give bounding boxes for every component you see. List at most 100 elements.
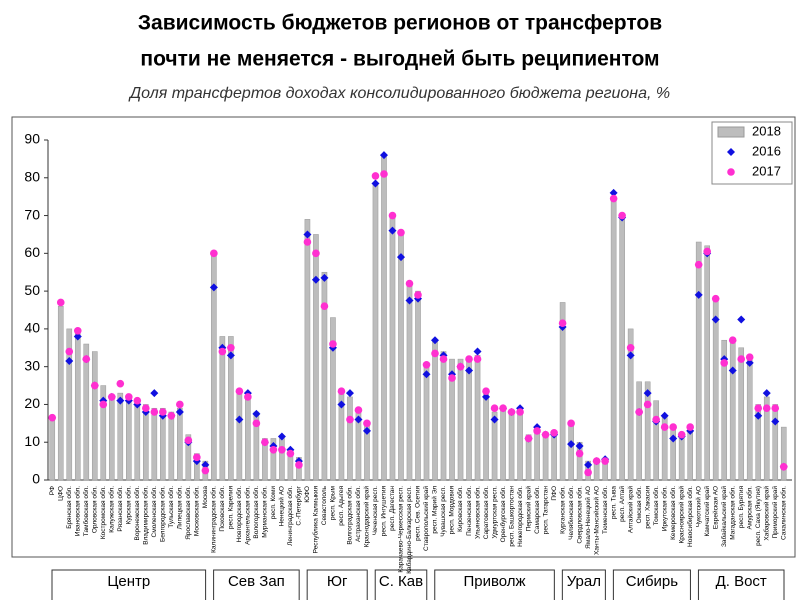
marker-2017 (473, 355, 482, 363)
group-label: Урал (567, 573, 601, 590)
marker-2016 (482, 392, 491, 401)
x-tick-label: Ненецкий АО (278, 486, 286, 526)
group-label: Центр (107, 573, 150, 590)
marker-2017 (771, 404, 780, 413)
x-tick-label: ЦФО (57, 486, 64, 501)
bar (432, 339, 438, 481)
x-tick-label: респ. Карелия (228, 486, 235, 529)
bar (236, 389, 243, 481)
bar (440, 351, 447, 481)
x-tick-label: Архангельская обл. (244, 486, 252, 545)
x-tick-label: Приморский край (771, 486, 779, 539)
bar (168, 411, 175, 481)
y-tick-label: 90 (24, 131, 40, 147)
bar (57, 305, 64, 481)
marker-2017 (167, 411, 176, 420)
marker-2017 (465, 355, 473, 363)
x-tick-label: РФ (49, 486, 56, 495)
marker-2016 (754, 411, 763, 420)
x-tick-label: Курская обл. (125, 486, 133, 525)
plot-frame (11, 116, 796, 558)
bar (695, 241, 702, 481)
x-tick-label: Кемеровская обл. (669, 486, 677, 540)
marker-2017 (558, 319, 567, 328)
x-tick-label: Тамбовская обл. (82, 486, 90, 536)
x-tick-label: Ханты-Мансийский АО (592, 486, 600, 555)
x-tick-label: респ. Тыва (610, 486, 617, 519)
x-tick-label: Нижегородская обл. (516, 486, 524, 547)
x-tick-label: респ. Мордовия (449, 486, 456, 535)
x-tick-label: Свердловская обл. (575, 486, 583, 544)
bar (381, 154, 387, 481)
marker-2017 (159, 408, 167, 416)
marker-2017 (754, 404, 763, 413)
group-label: С. Кав (379, 573, 423, 590)
marker-2016 (567, 440, 576, 449)
x-tick-label: Красноярский край (677, 486, 685, 544)
marker-2017 (499, 404, 507, 413)
bar (321, 271, 328, 481)
marker-2016 (473, 347, 482, 356)
marker-2016 (669, 434, 678, 443)
marker-2017 (380, 170, 388, 178)
chart-subtitle: Доля трансфертов доходах консолидированн… (128, 85, 670, 102)
bar (457, 358, 464, 481)
marker-2017 (312, 249, 320, 258)
marker-2017 (363, 419, 371, 428)
bar (151, 407, 158, 481)
bar (219, 336, 226, 481)
bar (704, 245, 710, 481)
marker-2017 (592, 457, 601, 465)
marker-2017 (414, 291, 422, 299)
bar (406, 283, 413, 481)
group-box (612, 569, 691, 600)
bar (610, 196, 617, 481)
bar (508, 411, 515, 481)
bar (415, 290, 421, 481)
marker-2017 (295, 461, 303, 469)
x-tick-label: Челябинская обл. (567, 486, 575, 540)
x-tick-label: Краснодарский край (363, 486, 371, 548)
marker-2017 (482, 387, 490, 396)
x-tick-label: Пермский край (524, 486, 532, 532)
bar (729, 339, 736, 481)
marker-2017 (643, 400, 652, 409)
marker-2017 (218, 347, 227, 356)
x-tick-label: Смоленская обл. (150, 486, 158, 538)
marker-2016 (737, 315, 746, 324)
marker-2017 (210, 249, 218, 258)
x-tick-label: Карачаево-Черкесская респ. (398, 486, 405, 573)
marker-2017 (252, 419, 261, 428)
marker-2017 (244, 393, 252, 401)
marker-2017 (320, 302, 329, 311)
marker-2017 (601, 457, 609, 465)
bar (474, 355, 481, 481)
x-tick-label: Самарская обл. (533, 486, 541, 534)
bar (228, 336, 234, 481)
marker-2017 (125, 393, 133, 401)
marker-2016 (311, 275, 320, 284)
x-tick-label: Ярославская обл. (184, 486, 192, 540)
y-tick-label: 30 (24, 357, 40, 373)
x-tick-label: Иркутская обл. (660, 486, 668, 531)
bar (83, 343, 90, 481)
bar (551, 434, 557, 481)
marker-2016 (388, 226, 397, 235)
marker-2017 (405, 279, 414, 288)
marker-2017 (626, 343, 635, 352)
marker-2016 (575, 442, 584, 450)
marker-2017 (516, 408, 524, 416)
x-tick-label: Кабардино-Балкарская респ. (405, 486, 413, 574)
bar (449, 358, 455, 481)
marker-2017 (677, 430, 686, 439)
bar (772, 404, 779, 481)
marker-2017 (541, 430, 550, 439)
x-tick-label: респ. Марий Эл (431, 486, 439, 534)
bar (423, 366, 430, 481)
x-tick-label: респ. Сев. Осетия (415, 486, 422, 541)
x-tick-label: респ. Дагестан (389, 486, 396, 531)
marker-2017 (737, 355, 746, 363)
group-box (697, 569, 785, 600)
x-tick-label: Чувашская респ. (440, 486, 447, 537)
marker-2017 (107, 393, 116, 401)
